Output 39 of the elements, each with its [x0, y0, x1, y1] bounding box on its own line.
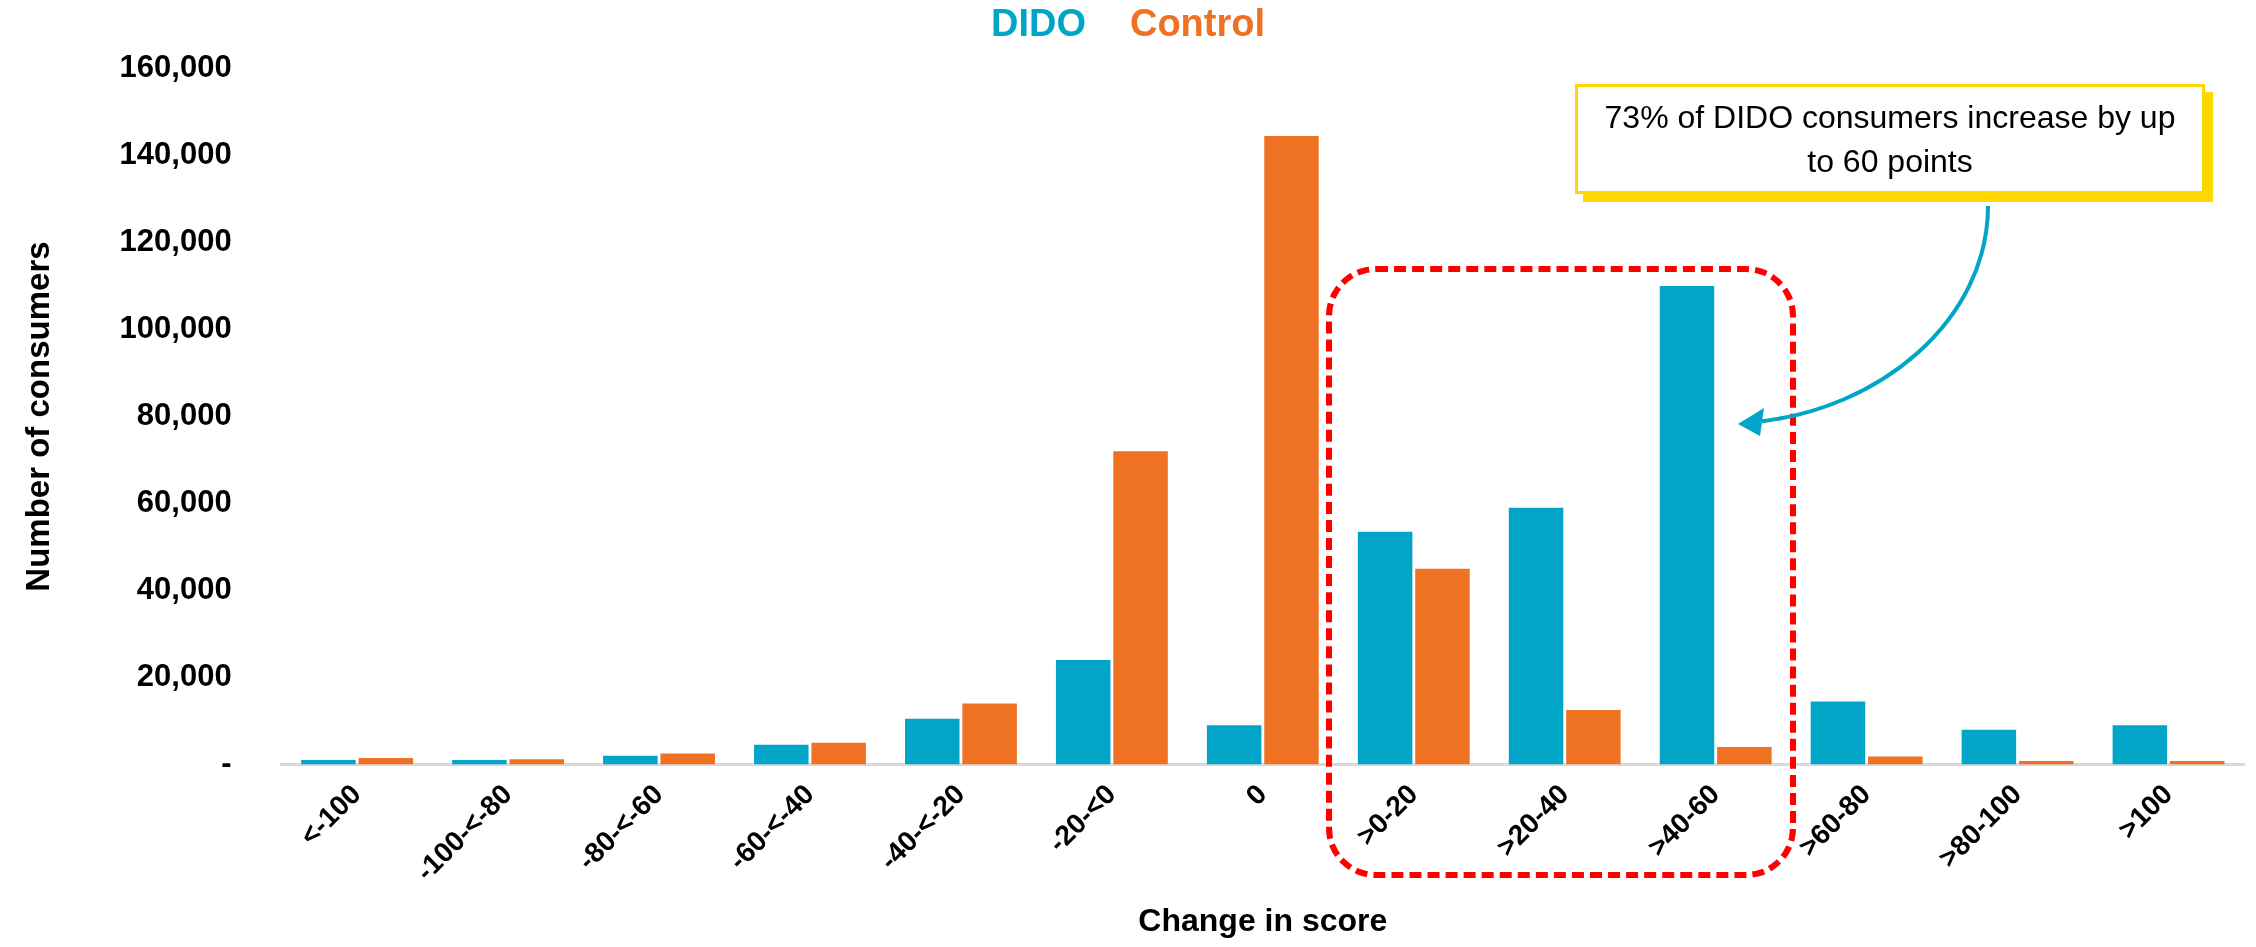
bar [1357, 531, 1413, 765]
x-tick-label: 0 [1239, 778, 1273, 812]
bar [1206, 725, 1262, 765]
bar [1415, 568, 1470, 765]
bar [1961, 729, 2017, 765]
bar [452, 760, 507, 765]
bar [603, 755, 658, 765]
bar [962, 703, 1017, 765]
y-tick-label: 160,000 [119, 49, 232, 85]
bar [358, 757, 414, 765]
bar [1717, 747, 1772, 765]
bar [1508, 507, 1564, 765]
x-axis-title: Change in score [1138, 901, 1388, 938]
bar [1055, 660, 1111, 765]
y-tick-label: - [221, 744, 232, 780]
bar [2112, 725, 2168, 765]
y-tick-label: 100,000 [119, 310, 232, 346]
text: Control [1129, 2, 1266, 44]
y-tick-label: 20,000 [136, 658, 232, 694]
y-axis-title: Number of consumers [18, 241, 56, 592]
bar [509, 759, 565, 765]
y-tick-label: 80,000 [136, 397, 232, 433]
y-tick-label: 40,000 [136, 571, 232, 607]
bar [301, 760, 356, 765]
bar [811, 742, 866, 765]
bar [905, 718, 960, 765]
annotation: 73% of DIDO consumers increase by up to 60 points [1575, 84, 2205, 194]
bar [1264, 136, 1319, 765]
bar [754, 744, 809, 765]
y-tick-label: 60,000 [136, 484, 232, 520]
text: DIDO [990, 2, 1086, 44]
bar [660, 753, 715, 765]
bar [1810, 701, 1866, 765]
y-tick-label: 140,000 [119, 136, 232, 172]
y-tick-label: 120,000 [119, 223, 232, 259]
bar [1868, 756, 1923, 765]
bar [1566, 710, 1621, 765]
bar [1659, 286, 1715, 765]
bar [1113, 451, 1168, 765]
